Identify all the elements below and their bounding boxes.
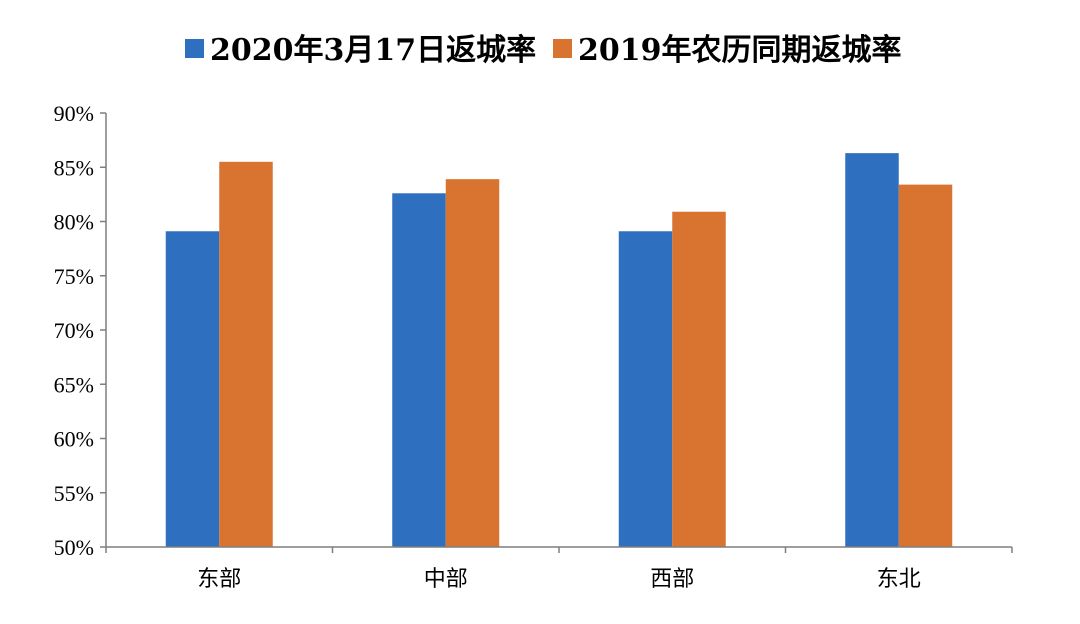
y-tick-label: 55%	[54, 481, 94, 506]
y-tick-label: 75%	[54, 264, 94, 289]
legend-label-series-1: 2020年3月17日返城率	[210, 33, 536, 68]
legend-label-series-2: 2019年农历同期返城率	[578, 33, 902, 68]
y-tick-label: 90%	[54, 101, 94, 126]
x-category-label: 东部	[197, 567, 241, 592]
x-category-label: 东北	[877, 567, 921, 592]
legend-swatch-series-2	[553, 39, 572, 58]
legend: 2020年3月17日返城率 2019年农历同期返城率	[185, 33, 902, 68]
x-category-label: 西部	[650, 567, 694, 592]
bar-series-1-3	[618, 231, 673, 547]
bar-series-1-2	[392, 193, 446, 548]
y-tick-label: 60%	[54, 427, 94, 452]
y-tick-label: 85%	[54, 155, 94, 180]
x-axis-ticks	[105, 547, 1013, 553]
y-tick-label: 80%	[54, 210, 94, 235]
y-tick-label: 50%	[54, 535, 94, 560]
y-tick-label: 70%	[54, 318, 94, 343]
bar-series-2-2	[445, 179, 500, 547]
bar-series-2-4	[898, 184, 953, 548]
bar-series-1-1	[165, 231, 220, 547]
bar-series-1-4	[845, 153, 899, 547]
y-tick-label: 65%	[54, 372, 94, 397]
bars	[165, 153, 953, 548]
legend-swatch-series-1	[185, 39, 204, 58]
x-category-label: 中部	[424, 567, 468, 592]
y-axis-ticks: 50% 55% 60% 65% 70% 75% 80% 85% 90%	[54, 101, 106, 560]
bar-series-2-3	[672, 211, 726, 548]
bar-series-2-1	[219, 161, 273, 547]
category-labels: 东部 中部 西部 东北	[197, 567, 921, 592]
